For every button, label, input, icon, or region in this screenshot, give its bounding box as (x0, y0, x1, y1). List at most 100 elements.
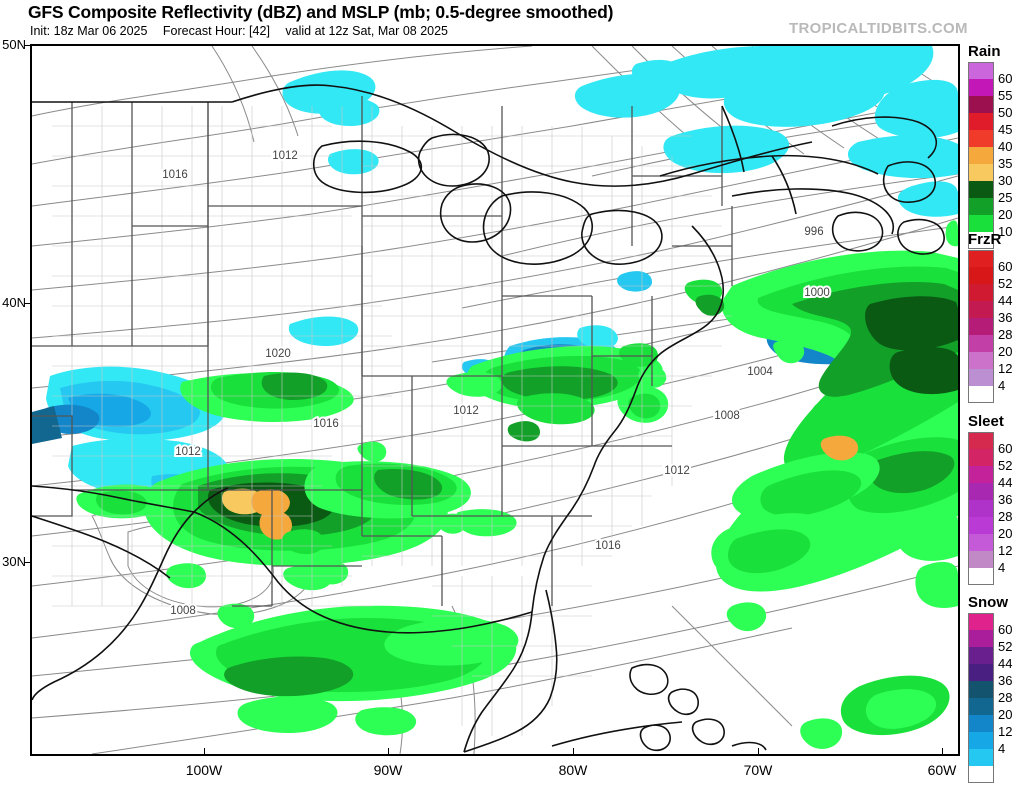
weather-map[interactable]: 1012 1012 1016 1016 1020 1020 1016 1016 1012 1012… (30, 44, 960, 756)
legend-row: 20 (968, 335, 1024, 358)
legend-value: 12 (998, 724, 1013, 739)
legend-swatch (968, 181, 994, 198)
legend-value: 52 (998, 639, 1013, 654)
latitude-tick (24, 303, 32, 304)
legend-value: 44 (998, 475, 1013, 490)
legend-value: 36 (998, 310, 1013, 325)
legend-block-frzr: FrzR 60 52 44 36 28 20 12 4 (966, 232, 1024, 403)
legend-value: 20 (998, 707, 1013, 722)
latitude-tick (24, 45, 32, 46)
legend-row: 12 (968, 715, 1024, 738)
isobar-label: 1012 (453, 405, 479, 417)
isobar-label: 1016 (595, 540, 621, 552)
map-canvas: 1012101210161016102010201016101610121012… (32, 46, 958, 754)
longitude-label: 70W (743, 762, 773, 778)
legend-value: 12 (998, 543, 1013, 558)
legend-row: 12 (968, 534, 1024, 557)
legend-swatch (968, 318, 994, 335)
longitude-tick (573, 748, 574, 756)
legend-scale: 60 52 44 36 28 20 12 4 (968, 613, 1024, 783)
legend-row: 55 (968, 79, 1024, 102)
latitude-label: 30N (2, 554, 26, 569)
isobar-label: 1012 (664, 465, 690, 477)
legend-row: 20 (968, 698, 1024, 721)
legend-row: 28 (968, 681, 1024, 704)
legend-swatch (968, 130, 994, 147)
legend-value: 4 (998, 741, 1006, 756)
isobar-label: 1004 (747, 366, 773, 378)
legend-swatch (968, 613, 994, 630)
latitude-label: 40N (2, 295, 26, 310)
legend-swatch (968, 432, 994, 449)
legend-swatch (968, 466, 994, 483)
legend-row: 60 (968, 62, 1024, 85)
legend-swatch (968, 732, 994, 749)
longitude-label: 100W (185, 762, 223, 778)
legend-row: 50 (968, 96, 1024, 119)
legend-swatch (968, 449, 994, 466)
forecast-hour: Forecast Hour: [42] (162, 24, 270, 38)
legend-value: 28 (998, 327, 1013, 342)
isobar-label: 996 (804, 226, 823, 238)
legend-value: 28 (998, 509, 1013, 524)
legend-row: 28 (968, 500, 1024, 523)
legend-row (968, 749, 1024, 766)
legend-value: 44 (998, 293, 1013, 308)
legend-value: 28 (998, 690, 1013, 705)
state-borders (32, 96, 733, 607)
legend-swatch (968, 215, 994, 232)
valid-time: valid at 12z Sat, Mar 08 2025 (285, 24, 449, 38)
svg-text:1012: 1012 (664, 465, 690, 477)
legend-swatch (968, 164, 994, 181)
isobar-label: 1012 (175, 446, 201, 458)
legend-value: 40 (998, 139, 1013, 154)
legend-swatch (968, 147, 994, 164)
legend-value: 30 (998, 173, 1013, 188)
svg-text:1004: 1004 (747, 366, 773, 378)
legend-value: 10 (998, 224, 1013, 239)
legend-row: 20 (968, 517, 1024, 540)
legend-row: 52 (968, 267, 1024, 290)
longitude-tick (204, 748, 205, 756)
legend-row: 44 (968, 647, 1024, 670)
legend-swatch (968, 232, 994, 249)
svg-text:1008: 1008 (714, 410, 740, 422)
legend-row: 60 (968, 613, 1024, 636)
longitude-label: 60W (927, 762, 957, 778)
svg-text:996: 996 (804, 226, 823, 238)
legend-swatch (968, 301, 994, 318)
isobar-label: 1020 (265, 348, 291, 360)
legend-row (968, 766, 1024, 783)
legend-row: 12 (968, 352, 1024, 375)
legend-swatch (968, 267, 994, 284)
legend-row (968, 386, 1024, 403)
legend-swatch (968, 483, 994, 500)
legend-swatch (968, 386, 994, 403)
svg-text:1020: 1020 (265, 348, 291, 360)
legend-row: 20 (968, 198, 1024, 221)
isobar-label: 1012 (272, 150, 298, 162)
legend-title: Sleet (968, 413, 1004, 430)
legend-value: 50 (998, 105, 1013, 120)
legend-value: 4 (998, 378, 1006, 393)
svg-text:1016: 1016 (313, 418, 339, 430)
coastlines (32, 84, 945, 753)
reflectivity-legend: Rain 60 55 50 45 40 35 30 25 20 10 FrzR 60 52 44 36 28 20… (966, 44, 1024, 786)
legend-swatch (968, 698, 994, 715)
isobar-label: 1008 (714, 410, 740, 422)
legend-block-sleet: Sleet 60 52 44 36 28 20 12 4 (966, 414, 1024, 585)
legend-value: 60 (998, 259, 1013, 274)
legend-value: 4 (998, 560, 1006, 575)
precip-rain (76, 220, 958, 749)
legend-swatch (968, 79, 994, 96)
legend-value: 36 (998, 492, 1013, 507)
longitude-tick (388, 748, 389, 756)
legend-scale: 60 52 44 36 28 20 12 4 (968, 250, 1024, 403)
legend-row: 4 (968, 369, 1024, 392)
site-watermark: TROPICALTIDBITS.COM (789, 20, 968, 37)
legend-row: 60 (968, 250, 1024, 273)
isobar-label: 1016 (162, 169, 188, 181)
legend-value: 20 (998, 207, 1013, 222)
legend-swatch (968, 369, 994, 386)
legend-row: 44 (968, 466, 1024, 489)
